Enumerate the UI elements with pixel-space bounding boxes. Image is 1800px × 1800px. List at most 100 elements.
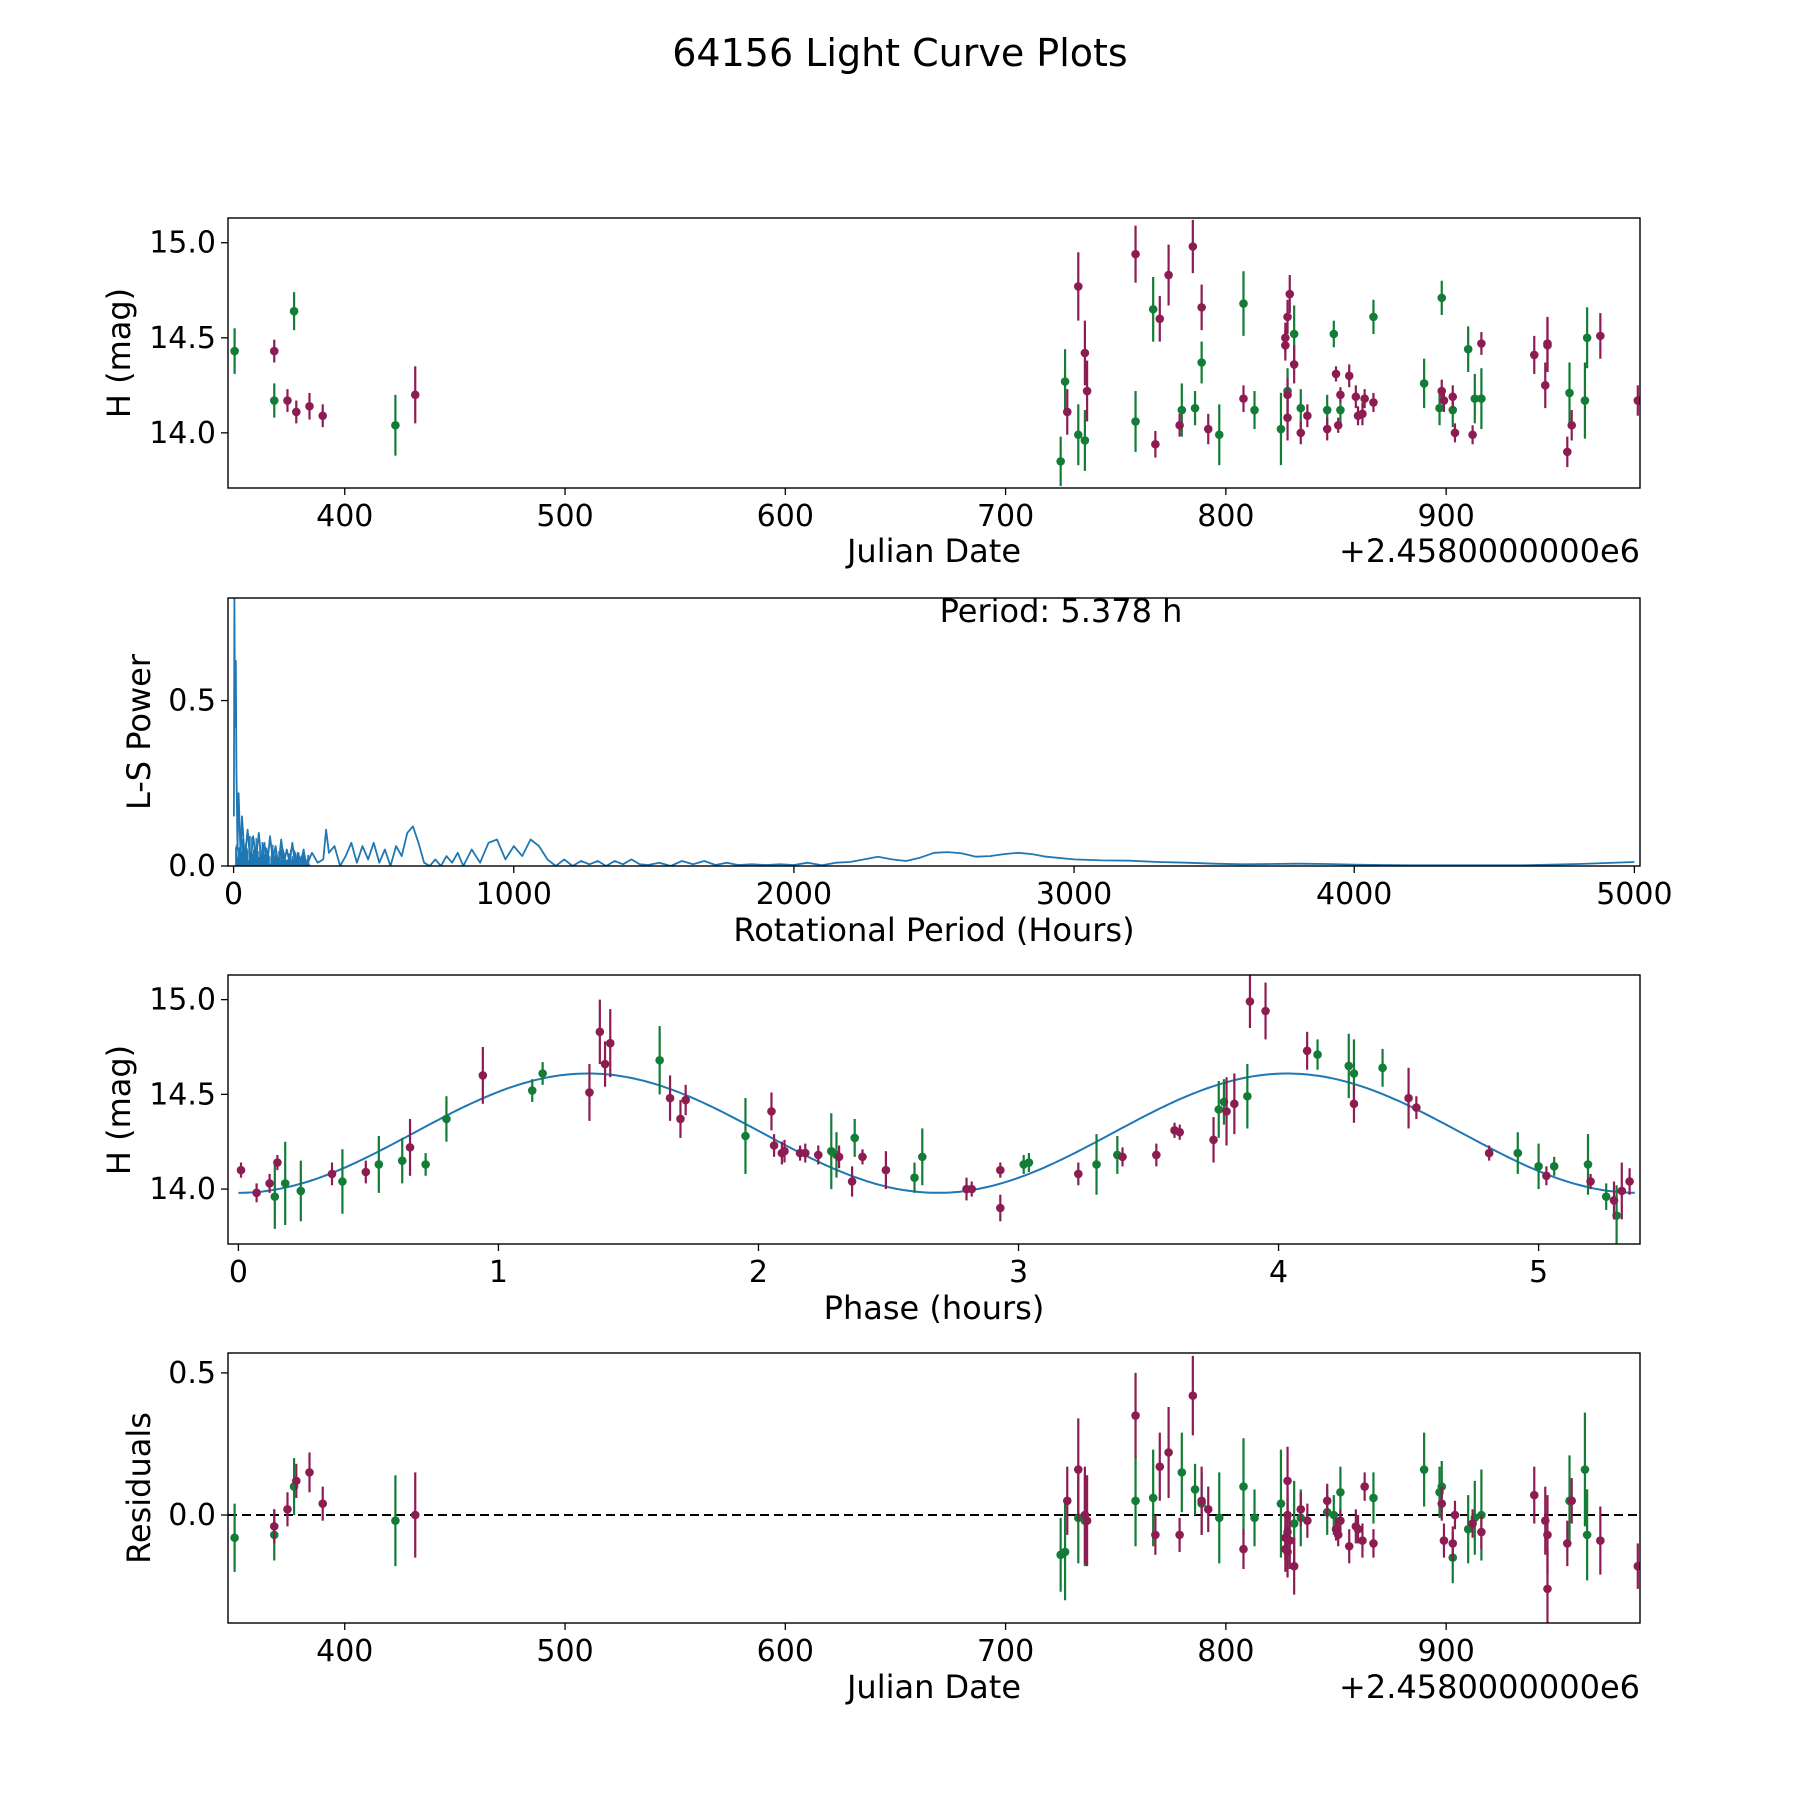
residuals-point-green [1437, 1482, 1447, 1491]
lightcurve-point-purple [1296, 428, 1306, 438]
residuals-point-green [1239, 1482, 1248, 1491]
periodogram-ytick-label: 0.5 [168, 684, 216, 719]
phased-point-purple [361, 1167, 371, 1177]
lightcurve-point-purple [1197, 303, 1206, 312]
residuals-point-purple [1336, 1516, 1345, 1525]
residuals-point-purple [1450, 1510, 1460, 1520]
phased-point-green [1378, 1063, 1387, 1073]
residuals-point-green [1250, 1513, 1259, 1523]
lightcurve-point-green [1080, 436, 1090, 445]
phased-point-purple [478, 1071, 488, 1080]
residuals-point-purple [1529, 1490, 1539, 1500]
phased-point-purple [1261, 1006, 1270, 1016]
lightcurve-point-green [1580, 396, 1590, 405]
residuals-point-purple [1448, 1539, 1458, 1548]
residuals-point-purple [1333, 1530, 1343, 1540]
lightcurve-point-purple [1322, 424, 1332, 434]
lightcurve-xtick-label: 600 [757, 499, 814, 534]
periodogram-ylabel: L-S Power [120, 653, 158, 810]
residuals-point-purple [410, 1510, 420, 1520]
phased-point-purple [327, 1169, 337, 1179]
lightcurve-point-purple [1281, 333, 1290, 343]
residuals-point-purple [1369, 1539, 1378, 1548]
phased-point-purple [1542, 1171, 1551, 1181]
lightcurve-point-purple [1633, 396, 1640, 405]
residuals-point-purple [1131, 1411, 1140, 1420]
phased-point-green [741, 1131, 750, 1141]
phased-point-purple [834, 1152, 844, 1162]
lightcurve-point-green [1435, 403, 1444, 413]
periodogram-xtick-label: 3000 [1036, 877, 1112, 912]
phased-point-purple [585, 1088, 594, 1097]
residuals-point-purple [1164, 1448, 1173, 1457]
lightcurve-point-green [1239, 299, 1248, 308]
phased-point-green [917, 1152, 927, 1162]
phased-xtick-label: 4 [1269, 1255, 1288, 1290]
lightcurve-point-purple [1351, 392, 1361, 402]
residuals-point-green [1419, 1465, 1429, 1474]
residuals-frame [227, 1352, 1641, 1624]
residuals-point-purple [1285, 1536, 1295, 1545]
lightcurve-point-green [1336, 405, 1345, 415]
phased-point-purple [967, 1184, 977, 1194]
phased-point-purple [665, 1093, 675, 1103]
residuals-point-purple [1360, 1482, 1369, 1491]
phased-point-purple [1302, 1046, 1312, 1056]
phased-point-green [270, 1192, 280, 1201]
lightcurve-point-purple [1239, 394, 1248, 403]
residuals-point-purple [1596, 1536, 1605, 1545]
lightcurve-point-purple [1439, 396, 1449, 405]
lightcurve-plot-area: 400 500 600 700 800 900 14.0 14.5 15.0 [149, 219, 1640, 534]
residuals-point-green [1582, 1530, 1592, 1540]
residuals-xlabel: Julian Date [845, 1668, 1021, 1706]
phased-point-purple [881, 1165, 891, 1175]
residuals-point-purple [305, 1468, 314, 1477]
lightcurve-point-green [1060, 377, 1070, 386]
lightcurve-point-green [1419, 379, 1429, 388]
lightcurve-point-green [289, 306, 299, 316]
phased-point-green [1534, 1162, 1543, 1171]
phased-point-purple [236, 1165, 246, 1175]
lightcurve-point-green [1582, 333, 1592, 343]
residuals-point-purple [1543, 1584, 1552, 1594]
residuals-point-purple [1303, 1516, 1312, 1525]
periodogram-xtick-label: 0 [224, 877, 243, 912]
lightcurve-ytick-label: 15.0 [149, 226, 216, 261]
periodogram-series-line [232, 598, 1635, 866]
residuals-point-purple [1151, 1530, 1160, 1540]
residuals-point-purple [1344, 1541, 1354, 1551]
lightcurve-point-green [1131, 417, 1140, 426]
lightcurve-point-purple [1563, 447, 1572, 457]
lightcurve-point-green [1448, 405, 1458, 415]
periodogram-plot-area: 0 1000 2000 3000 4000 5000 0.0 0.5 [168, 598, 1673, 912]
residuals-xtick-label: 800 [1197, 1634, 1254, 1669]
lightcurve-point-purple [1303, 411, 1312, 421]
residuals-point-purple [1543, 1530, 1552, 1540]
residuals-point-purple [1353, 1524, 1363, 1534]
residuals-point-green [1214, 1513, 1224, 1523]
lightcurve-point-purple [1283, 413, 1292, 422]
lightcurve-point-purple [1062, 407, 1072, 417]
phased-point-green [1344, 1061, 1354, 1071]
lightcurve-point-green [1177, 405, 1187, 415]
lightcurve-point-purple [1567, 420, 1577, 430]
phased-point-green [1601, 1192, 1611, 1201]
phased-xtick-label: 1 [489, 1255, 508, 1290]
residuals-point-green [1289, 1519, 1299, 1528]
phased-point-purple [847, 1177, 857, 1186]
phased-point-purple [1617, 1186, 1627, 1196]
phased-point-purple [996, 1165, 1005, 1175]
lightcurve-point-green [230, 346, 239, 356]
lightcurve-point-purple [1175, 420, 1184, 430]
phased-point-purple [767, 1107, 776, 1116]
lightcurve-point-purple [1468, 430, 1477, 440]
lightcurve-point-purple [1164, 270, 1173, 280]
lightcurve-point-green [1322, 405, 1332, 415]
phased-point-purple [1152, 1150, 1161, 1160]
lightcurve-point-green [1197, 358, 1206, 367]
residuals-xtick-label: 900 [1418, 1634, 1475, 1669]
phased-xlabel: Phase (hours) [824, 1289, 1045, 1327]
phased-point-green [1549, 1162, 1559, 1171]
phased-point-purple [265, 1179, 274, 1188]
